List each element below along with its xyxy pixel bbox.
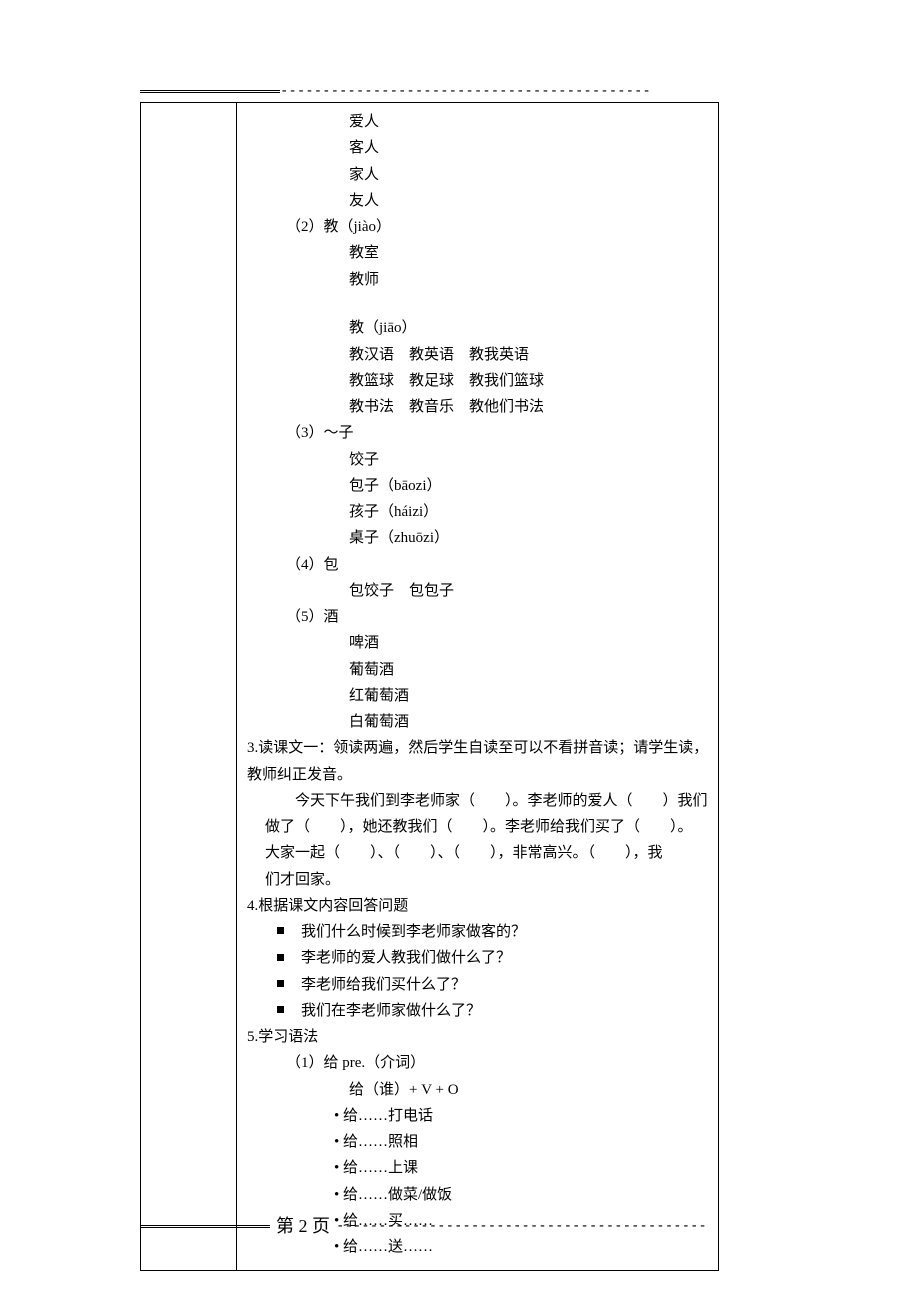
vocab-2a-line: 教室	[247, 240, 708, 266]
section-4-q3: 李老师给我们买什么了？	[247, 972, 708, 998]
vocab-3-line: 饺子	[247, 447, 708, 473]
section-4-q2-text: 李老师的爱人教我们做什么了？	[301, 950, 511, 966]
grammar-1-item-text: 给……照相	[343, 1134, 418, 1150]
vocab-2b-line: 教书法 教音乐 教他们书法	[247, 394, 708, 420]
vocab-5-line: 啤酒	[247, 630, 708, 656]
vocab-2-sub: 教（jiāo）	[247, 315, 708, 341]
grammar-1-item-text: 给……打电话	[343, 1108, 433, 1124]
blank-line	[247, 293, 708, 316]
double-line-left	[140, 90, 280, 93]
grammar-1-formula: 给（谁）+ V + O	[247, 1077, 708, 1103]
page-number-label: 第 2 页	[270, 1211, 336, 1243]
section-4-header: 4.根据课文内容回答问题	[247, 893, 708, 919]
grammar-1-item-text: 给……做菜/做饭	[343, 1187, 452, 1203]
section-5-header: 5.学习语法	[247, 1024, 708, 1050]
vocab-5-line: 葡萄酒	[247, 657, 708, 683]
vocab-3-line: 孩子（háizi）	[247, 499, 708, 525]
section-3-p3: 大家一起（ ）、（ ）、（ ），非常高兴。（ ），我	[247, 840, 708, 866]
vocab-2a-line: 教师	[247, 267, 708, 293]
footer-dash-line: ----------------------------------------…	[336, 1214, 707, 1239]
grammar-1-header: （1）给 pre.（介词）	[247, 1050, 708, 1076]
section-3-p1: 今天下午我们到李老师家（ ）。李老师的爱人（ ）我们	[247, 788, 708, 814]
section-4-q3-text: 李老师给我们买什么了？	[301, 977, 466, 993]
vocab-4-header: （4）包	[247, 552, 708, 578]
vocab-1-line: 客人	[247, 135, 708, 161]
vocab-2b-line: 教篮球 教足球 教我们篮球	[247, 368, 708, 394]
vocab-5-header: （5）酒	[247, 604, 708, 630]
section-4-q4: 我们在李老师家做什么了？	[247, 998, 708, 1024]
section-3-header2: 教师纠正发音。	[247, 762, 708, 788]
top-horizontal-rule: ----------------------------------------…	[140, 78, 780, 104]
grammar-1-item-text: 给……上课	[343, 1160, 418, 1176]
vocab-5-line: 红葡萄酒	[247, 683, 708, 709]
section-3-p2: 做了（ ），她还教我们（ ）。李老师给我们买了（ ）。	[247, 814, 708, 840]
footer-double-line-left	[140, 1225, 270, 1228]
vocab-3-header: （3）～子	[247, 420, 708, 446]
grammar-1-item: • 给……照相	[247, 1129, 708, 1155]
vocab-1-line: 友人	[247, 188, 708, 214]
left-column-empty	[141, 103, 237, 1271]
vocab-3-line: 包子（bāozi）	[247, 473, 708, 499]
section-4-q4-text: 我们在李老师家做什么了？	[301, 1003, 481, 1019]
vocab-2b-line: 教汉语 教英语 教我英语	[247, 342, 708, 368]
bullet-square-icon	[277, 954, 284, 961]
bullet-square-icon	[277, 1006, 284, 1013]
section-3-header: 3.读课文一：领读两遍，然后学生自读至可以不看拼音读；请学生读，	[247, 735, 708, 761]
vocab-4-line: 包饺子 包包子	[247, 578, 708, 604]
vocab-2-header: （2）教（jiào）	[247, 214, 708, 240]
section-4-q2: 李老师的爱人教我们做什么了？	[247, 945, 708, 971]
section-4-q1-text: 我们什么时候到李老师家做客的？	[301, 924, 526, 940]
right-column-content: 爱人 客人 家人 友人 （2）教（jiào） 教室 教师 教（jiāo） 教汉语…	[237, 103, 719, 1271]
dash-line-top: ----------------------------------------…	[280, 79, 651, 104]
section-3-p4: 们才回家。	[247, 867, 708, 893]
vocab-5-line: 白葡萄酒	[247, 709, 708, 735]
grammar-1-item: • 给……上课	[247, 1155, 708, 1181]
vocab-3-line: 桌子（zhuōzi）	[247, 525, 708, 551]
bullet-square-icon	[277, 980, 284, 987]
vocab-1-line: 家人	[247, 162, 708, 188]
lesson-content-table: 爱人 客人 家人 友人 （2）教（jiào） 教室 教师 教（jiāo） 教汉语…	[140, 102, 719, 1271]
grammar-1-item: • 给……打电话	[247, 1103, 708, 1129]
page-footer: 第 2 页-----------------------------------…	[140, 1211, 780, 1243]
bullet-square-icon	[277, 927, 284, 934]
section-4-q1: 我们什么时候到李老师家做客的？	[247, 919, 708, 945]
grammar-1-item: • 给……做菜/做饭	[247, 1182, 708, 1208]
vocab-1-line: 爱人	[247, 109, 708, 135]
